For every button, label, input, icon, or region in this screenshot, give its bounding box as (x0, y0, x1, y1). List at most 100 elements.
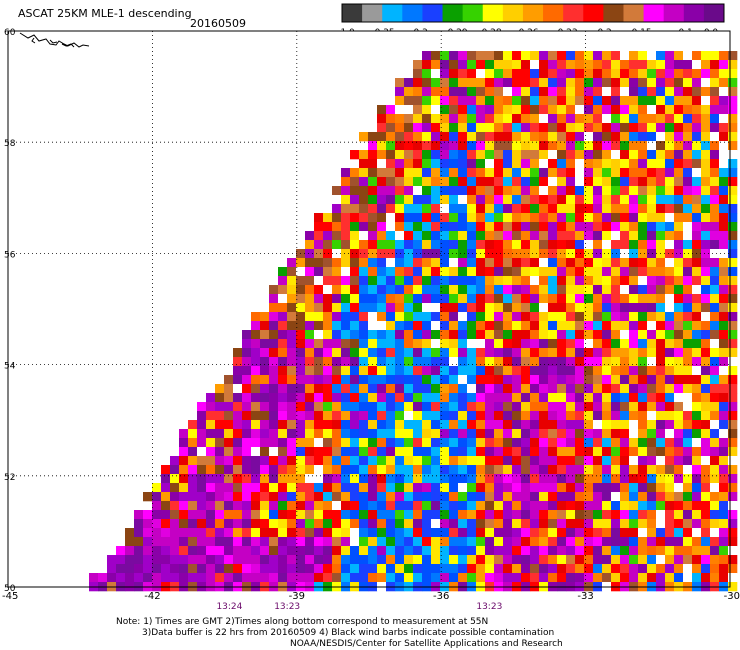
wind-pixel (431, 402, 441, 412)
wind-pixel (359, 573, 369, 583)
wind-pixel (458, 276, 468, 286)
wind-pixel (431, 573, 441, 583)
wind-pixel (377, 321, 387, 331)
wind-pixel (467, 555, 477, 565)
wind-pixel (251, 519, 261, 529)
wind-pixel (548, 348, 558, 358)
wind-pixel (665, 564, 675, 574)
wind-pixel (539, 519, 549, 529)
wind-pixel (602, 177, 612, 187)
wind-pixel (215, 465, 225, 475)
wind-pixel (512, 474, 522, 484)
wind-pixel (530, 546, 540, 556)
wind-pixel (557, 564, 567, 574)
wind-pixel (674, 357, 684, 367)
wind-pixel (692, 321, 702, 331)
wind-pixel (431, 492, 441, 502)
wind-pixel (251, 420, 261, 430)
wind-pixel (125, 546, 135, 556)
wind-pixel (611, 429, 621, 439)
wind-pixel (458, 492, 468, 502)
wind-pixel (692, 60, 702, 70)
wind-pixel (728, 240, 738, 250)
wind-pixel (368, 402, 378, 412)
wind-pixel (413, 132, 423, 142)
wind-pixel (512, 546, 522, 556)
wind-pixel (449, 429, 459, 439)
wind-pixel (395, 96, 405, 106)
wind-pixel (557, 339, 567, 349)
wind-pixel (404, 294, 414, 304)
wind-pixel (152, 510, 162, 520)
wind-pixel (440, 411, 450, 421)
wind-pixel (350, 177, 360, 187)
wind-pixel (440, 528, 450, 538)
wind-pixel (557, 348, 567, 358)
wind-pixel (494, 456, 504, 466)
wind-pixel (485, 510, 495, 520)
wind-pixel (557, 357, 567, 367)
wind-pixel (368, 546, 378, 556)
wind-pixel (503, 564, 513, 574)
wind-pixel (683, 204, 693, 214)
wind-pixel (476, 132, 486, 142)
wind-pixel (647, 357, 657, 367)
wind-pixel (350, 303, 360, 313)
wind-pixel (521, 258, 531, 268)
wind-pixel (332, 384, 342, 394)
wind-pixel (359, 564, 369, 574)
wind-pixel (179, 510, 189, 520)
wind-pixel (584, 438, 594, 448)
wind-pixel (296, 375, 306, 385)
wind-pixel (368, 366, 378, 376)
lon-tick-label: -36 (433, 591, 449, 602)
wind-pixel (404, 87, 414, 97)
wind-pixel (503, 429, 513, 439)
wind-pixel (197, 474, 207, 484)
wind-pixel (368, 528, 378, 538)
wind-pixel (260, 339, 270, 349)
wind-pixel (458, 258, 468, 268)
wind-pixel (593, 303, 603, 313)
wind-pixel (458, 573, 468, 583)
wind-pixel (305, 330, 315, 340)
wind-pixel (278, 483, 288, 493)
wind-pixel (611, 69, 621, 79)
wind-pixel (530, 195, 540, 205)
wind-pixel (530, 231, 540, 241)
wind-pixel (179, 537, 189, 547)
wind-pixel (647, 69, 657, 79)
wind-pixel (386, 384, 396, 394)
wind-pixel (422, 519, 432, 529)
wind-pixel (620, 267, 630, 277)
wind-pixel (584, 159, 594, 169)
wind-pixel (530, 339, 540, 349)
wind-pixel (539, 555, 549, 565)
wind-pixel (314, 573, 324, 583)
wind-pixel (224, 546, 234, 556)
wind-pixel (665, 186, 675, 196)
wind-pixel (278, 276, 288, 286)
wind-pixel (476, 393, 486, 403)
wind-pixel (314, 231, 324, 241)
wind-pixel (287, 348, 297, 358)
wind-pixel (467, 105, 477, 115)
wind-pixel (665, 519, 675, 529)
time-marker-label: 13:23 (476, 602, 502, 612)
wind-pixel (683, 375, 693, 385)
wind-pixel (350, 501, 360, 511)
wind-pixel (521, 123, 531, 133)
product-title: ASCAT 25KM MLE-1 descending (18, 7, 192, 20)
wind-pixel (413, 321, 423, 331)
wind-pixel (593, 159, 603, 169)
wind-pixel (125, 528, 135, 538)
wind-pixel (521, 573, 531, 583)
wind-pixel (539, 438, 549, 448)
wind-pixel (242, 474, 252, 484)
wind-pixel (593, 474, 603, 484)
wind-pixel (494, 339, 504, 349)
wind-pixel (728, 267, 738, 277)
wind-pixel (665, 168, 675, 178)
wind-pixel (656, 366, 666, 376)
wind-pixel (710, 123, 720, 133)
